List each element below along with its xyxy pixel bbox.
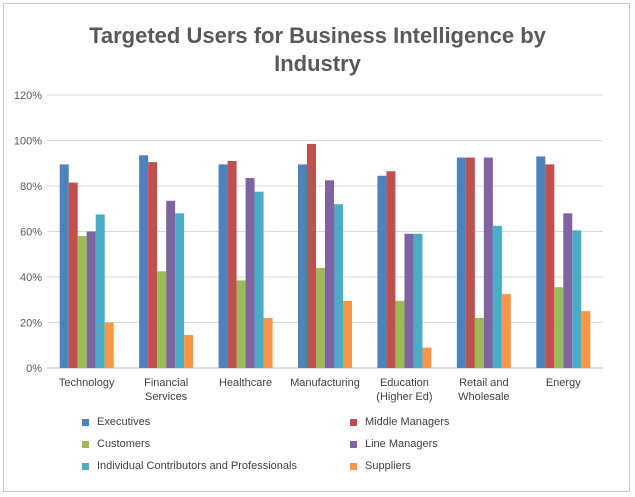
bar (68, 182, 78, 368)
legend-item: Customers (82, 438, 150, 450)
legend-label: Executives (97, 416, 151, 428)
legend-swatch (82, 462, 89, 470)
legend-label: Individual Contributors and Professional… (97, 460, 297, 472)
x-category-label: Manufacturing (290, 377, 360, 389)
bar (86, 231, 96, 368)
legend-item: Middle Managers (350, 416, 449, 428)
legend-swatch (350, 462, 357, 470)
chart-title-line-1: Targeted Users for Business Intelligence… (89, 23, 546, 48)
bar (227, 160, 237, 368)
bar (77, 236, 87, 368)
bar (422, 347, 432, 368)
bar (263, 317, 273, 368)
legend-label: Middle Managers (365, 416, 450, 428)
bar (139, 155, 149, 368)
bar (377, 175, 387, 368)
bar (536, 156, 546, 368)
bar (483, 157, 493, 368)
x-category-label: Retail and (459, 377, 509, 389)
y-tick-label: 100% (14, 136, 42, 148)
chart-frame (3, 3, 630, 492)
bar (95, 214, 105, 368)
bar (492, 225, 502, 368)
bar (581, 311, 591, 368)
bar (254, 191, 264, 368)
bar (334, 204, 343, 368)
bar (175, 213, 185, 368)
y-tick-label: 40% (20, 272, 42, 284)
bar (343, 300, 352, 368)
x-category-label: Wholesale (458, 391, 509, 403)
bar (395, 300, 405, 368)
bar (465, 157, 475, 368)
x-category-label: Education (380, 377, 429, 389)
bar (325, 180, 334, 368)
x-category-label: Services (145, 391, 188, 403)
legend-swatch (82, 418, 89, 426)
bar (157, 271, 167, 368)
legend-label: Customers (97, 438, 151, 450)
y-tick-label: 20% (20, 318, 42, 330)
bar (298, 164, 307, 368)
bar (413, 233, 423, 368)
x-category-label: Financial (144, 377, 188, 389)
bar (148, 162, 158, 368)
legend-item: Individual Contributors and Professional… (82, 460, 297, 472)
bar (316, 267, 325, 368)
bar (545, 164, 555, 368)
x-category-label: Energy (546, 377, 581, 389)
legend-swatch (350, 418, 357, 426)
legend-item: Line Managers (350, 438, 438, 450)
bar (456, 157, 466, 368)
bar (59, 164, 69, 368)
y-tick-label: 80% (20, 181, 42, 193)
bar (104, 322, 114, 368)
chart-title-line-2: Industry (274, 51, 361, 76)
y-tick-label: 0% (26, 363, 42, 375)
x-category-label: Healthcare (219, 377, 272, 389)
bar (307, 143, 316, 368)
bar (554, 287, 564, 368)
bar (184, 335, 194, 368)
bar (474, 317, 484, 368)
x-category-label: (Higher Ed) (376, 391, 432, 403)
bar (572, 230, 582, 368)
bar (218, 164, 228, 368)
bar (245, 178, 255, 368)
y-tick-label: 60% (20, 227, 42, 239)
bar (386, 171, 396, 368)
y-tick-label: 120% (14, 90, 42, 102)
x-category-label: Technology (59, 377, 115, 389)
bar (501, 294, 511, 368)
legend-swatch (350, 440, 357, 448)
bar (563, 213, 573, 368)
bar (404, 233, 414, 368)
legend-item: Suppliers (350, 460, 411, 472)
legend-item: Executives (82, 416, 150, 428)
legend-swatch (82, 440, 89, 448)
legend-label: Line Managers (365, 438, 438, 450)
legend-label: Suppliers (365, 460, 411, 472)
bar (236, 280, 246, 368)
bar (166, 200, 176, 368)
